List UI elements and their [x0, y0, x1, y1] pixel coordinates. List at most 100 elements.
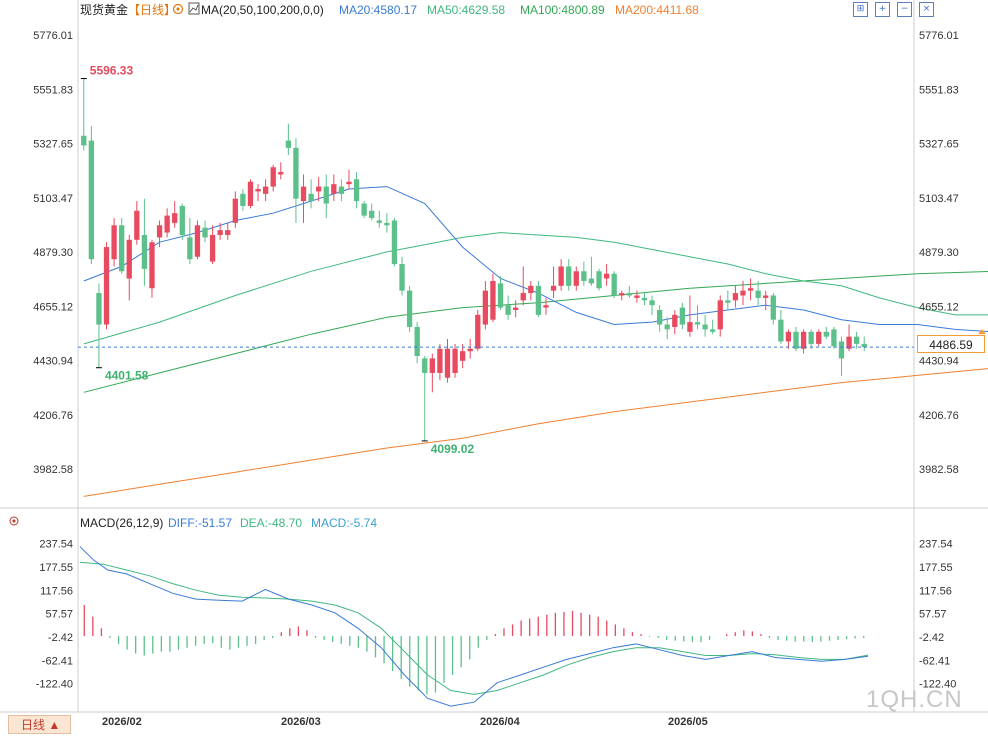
candle-body [437, 348, 443, 373]
candle-body [747, 288, 754, 291]
candle-body [520, 293, 526, 301]
macd-params: MACD(26,12,9) [80, 516, 163, 530]
candle-body [323, 186, 329, 204]
candle-body [694, 322, 701, 325]
candle-body [800, 331, 807, 349]
candle-body [194, 225, 201, 257]
candle-body [247, 181, 254, 206]
candle-body [346, 181, 352, 185]
candle-body [603, 273, 610, 279]
y-tick-right: 5551.83 [919, 84, 959, 96]
zoom-in-icon[interactable]: + [875, 2, 890, 17]
candle-body [126, 239, 132, 279]
candle-body [141, 234, 148, 269]
macd-y-tick-right: -62.41 [919, 655, 950, 667]
y-tick-right: 5103.47 [919, 193, 959, 205]
macd-panel [79, 546, 869, 707]
candle-body [217, 230, 223, 235]
macd-y-tick-left: 117.56 [40, 585, 73, 597]
macd-y-tick-right: 177.55 [919, 562, 953, 574]
candle-body [626, 293, 632, 296]
y-tick-left: 4206.76 [33, 410, 73, 422]
candle-body [255, 188, 261, 192]
macd-y-tick-right: 57.57 [919, 609, 947, 621]
candle-body [482, 290, 489, 325]
candle-body [172, 213, 178, 223]
candle-body [770, 295, 776, 320]
candle-body [634, 295, 640, 298]
candle-body [225, 230, 231, 235]
y-tick-left: 4879.30 [33, 247, 73, 259]
period-selector-button[interactable]: 日线 ▲ [8, 715, 71, 734]
candle-body [596, 271, 602, 289]
candle-body [793, 331, 799, 349]
macd-y-tick-left: -2.42 [48, 632, 73, 644]
current-price-tag: 4486.59 [917, 335, 985, 353]
candle-body [785, 331, 792, 342]
candle-body [187, 237, 193, 260]
candle-body [679, 307, 686, 325]
annotation-label: 4099.02 [431, 442, 475, 456]
candle-body [376, 220, 382, 223]
candle-body [285, 140, 292, 148]
candle-body [444, 348, 451, 378]
candle-body [475, 314, 481, 349]
candle-body [459, 351, 466, 361]
candle-body [588, 278, 595, 284]
ma-settings-icon[interactable] [188, 2, 200, 15]
candle-body [656, 310, 663, 325]
candle-body [550, 285, 557, 291]
candle-body [467, 348, 473, 352]
candle-body [156, 225, 163, 238]
close-icon[interactable]: × [919, 2, 934, 17]
candle-body [664, 324, 670, 330]
candle-body [573, 271, 579, 286]
candle-body [119, 225, 125, 272]
macd-y-tick-left: 57.57 [45, 609, 73, 621]
macd-y-tick-left: -122.40 [36, 679, 73, 691]
candle-body [429, 358, 435, 373]
macd-y-tick-left: -62.41 [42, 655, 73, 667]
macd-y-tick-right: -2.42 [919, 632, 944, 644]
settings-icon[interactable] [172, 3, 184, 15]
macd-y-tick-left: 237.54 [39, 539, 73, 551]
candle-body [270, 167, 276, 187]
candle-body [164, 215, 170, 233]
candle-body [88, 140, 95, 260]
y-tick-left: 3982.58 [33, 464, 73, 476]
candle-body [111, 225, 117, 260]
candle-body [740, 290, 746, 296]
zoom-out-icon[interactable]: − [897, 2, 912, 17]
candle-body [406, 290, 413, 327]
candle-body [528, 285, 534, 294]
eye-icon[interactable] [9, 516, 19, 526]
candle-body [134, 210, 140, 240]
y-tick-right: 3982.58 [919, 464, 959, 476]
frame [0, 0, 988, 713]
ma20-value: MA20:4580.17 [339, 3, 417, 17]
diff-line [79, 546, 869, 707]
candle-body [240, 193, 246, 206]
candle-body [710, 329, 716, 332]
candle-body [687, 322, 693, 332]
last-price-arrow-icon [978, 329, 986, 335]
candle-body [611, 273, 617, 296]
ma200-value: MA200:4411.68 [615, 3, 699, 17]
candle-body [732, 293, 739, 301]
ma-params: MA(20,50,100,200,0,0) [201, 3, 324, 17]
y-tick-right: 4655.12 [919, 301, 959, 313]
macd-dea: DEA:-48.70 [240, 516, 302, 530]
x-tick: 2026/05 [668, 716, 708, 728]
y-tick-right: 4206.76 [919, 410, 959, 422]
candle-body [391, 220, 398, 265]
candle-body [308, 193, 314, 202]
candle-body [672, 314, 678, 327]
fullscreen-icon[interactable]: ⊞ [853, 2, 868, 17]
y-tick-left: 5776.01 [33, 30, 73, 42]
candle-body [823, 331, 829, 337]
symbol-title: 现货黄金 [80, 2, 128, 17]
annotation-label: 5596.33 [90, 64, 134, 78]
ma100-line [83, 270, 988, 393]
